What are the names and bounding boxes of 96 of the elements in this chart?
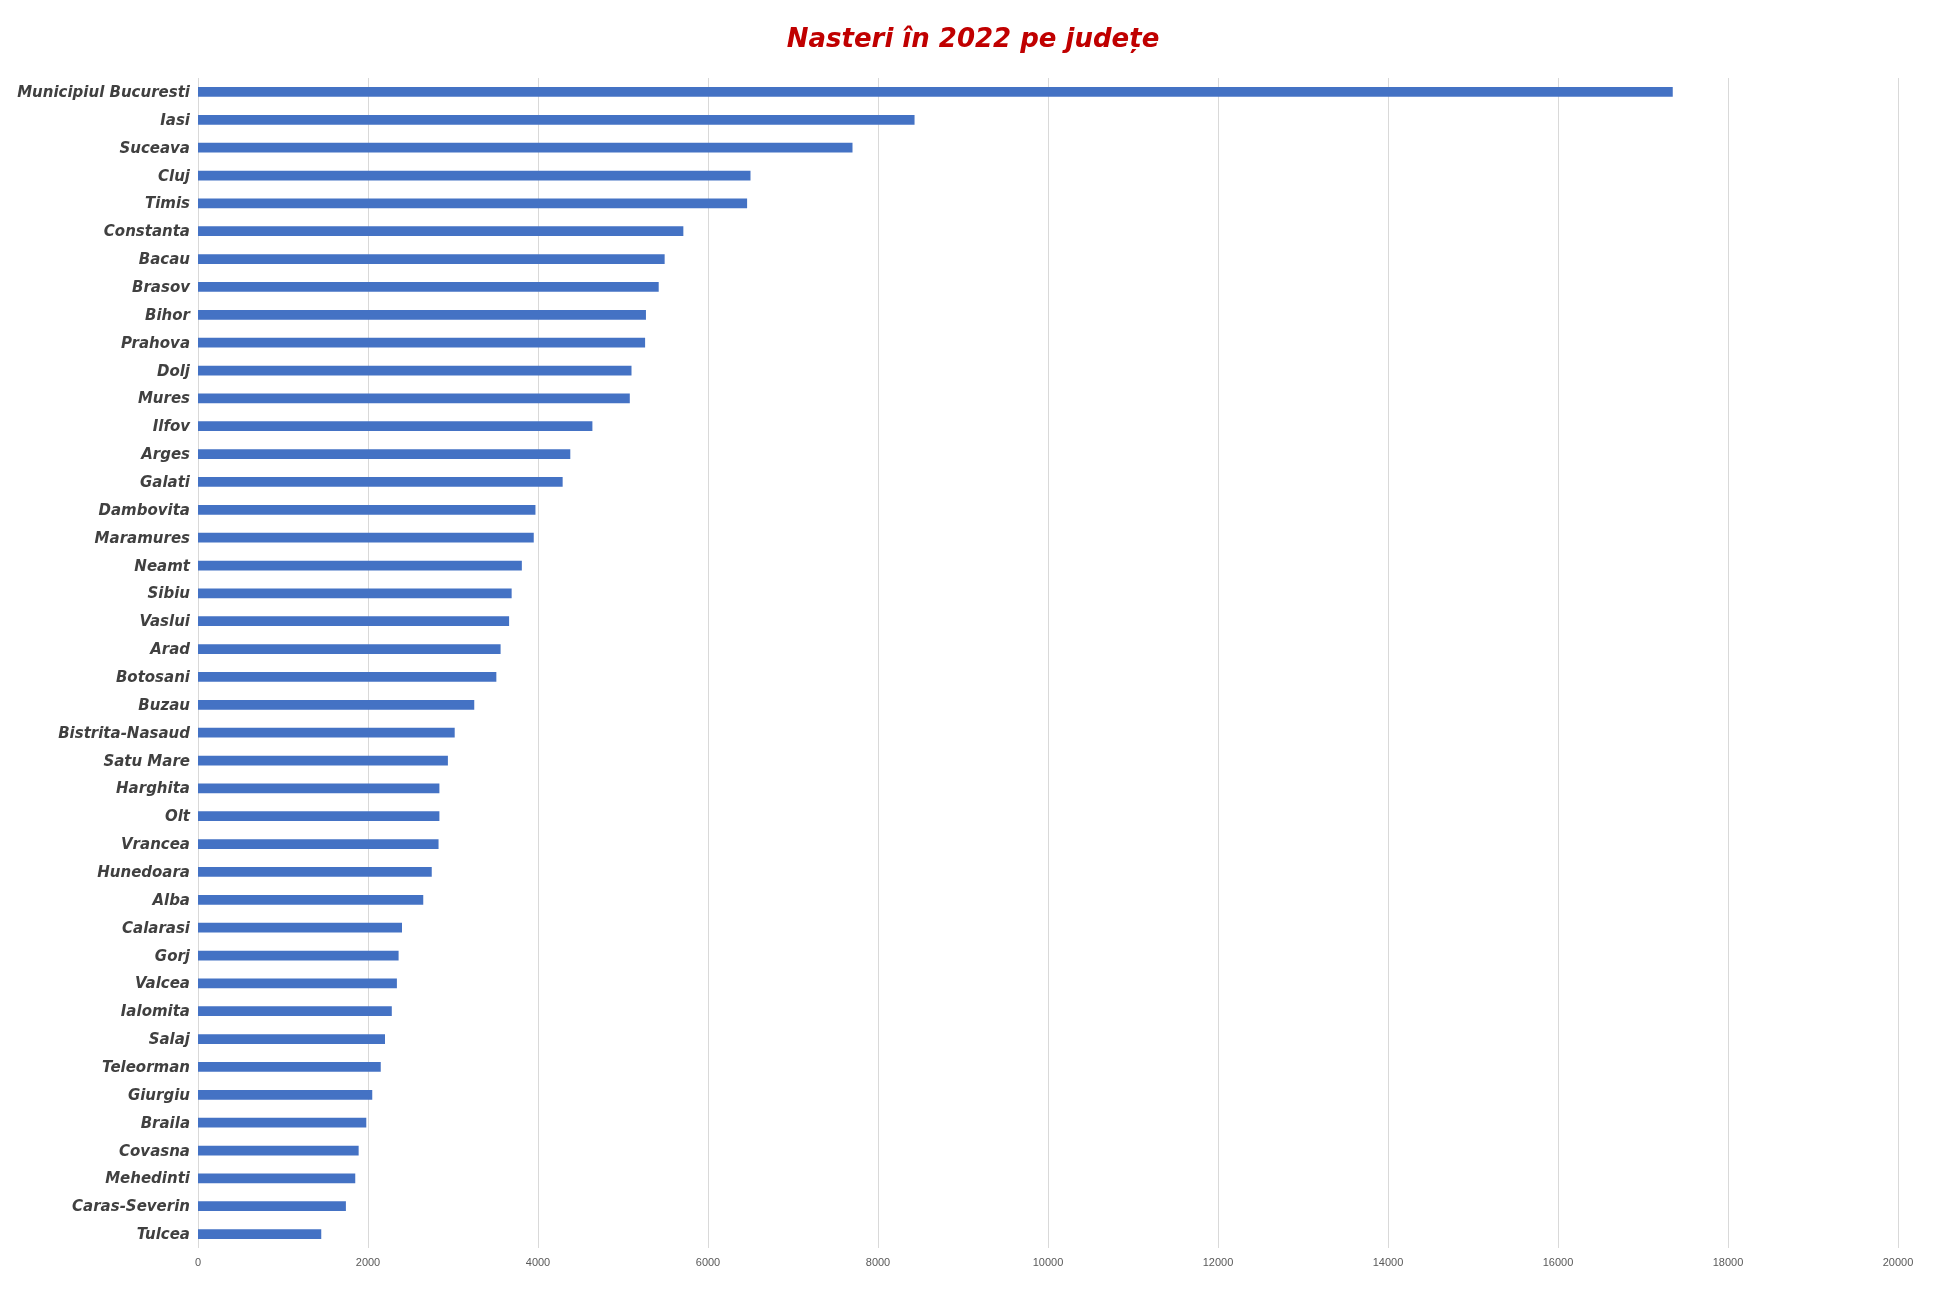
bar — [198, 532, 534, 543]
bar — [198, 672, 497, 682]
bar — [198, 170, 751, 181]
y-tick-label: Timis — [144, 194, 191, 213]
y-tick-label: Calarasi — [122, 918, 191, 937]
bar — [198, 1173, 356, 1184]
bar — [198, 254, 665, 264]
bar — [198, 365, 632, 376]
y-tick-label: Giurgiu — [127, 1085, 191, 1104]
y-tick-label: Botosani — [115, 667, 191, 686]
x-tick-label: 16000 — [1542, 1255, 1574, 1268]
bar — [198, 1117, 367, 1128]
y-tick-label: Dolj — [156, 361, 191, 380]
bar — [198, 783, 440, 794]
bar — [198, 727, 455, 738]
y-tick-label: Salaj — [148, 1030, 191, 1049]
y-tick-label: Mehedinti — [105, 1169, 191, 1188]
x-tick-label: 14000 — [1372, 1255, 1404, 1268]
y-tick-label: Vrancea — [121, 835, 190, 854]
y-tick-label: Iasi — [160, 110, 191, 129]
x-tick-label: 4000 — [525, 1255, 551, 1268]
bar — [198, 644, 501, 654]
y-tick-label: Municipiul Bucuresti — [17, 82, 191, 101]
y-tick-label: Bihor — [145, 305, 192, 324]
bar — [198, 978, 397, 989]
bar — [198, 867, 432, 877]
y-tick-label: Sibiu — [147, 584, 191, 603]
bar — [198, 309, 646, 320]
chart-title: Nasteri în 2022 pe județe — [786, 23, 1160, 53]
x-tick-label: 18000 — [1712, 1255, 1744, 1268]
bar — [198, 393, 630, 404]
bar — [198, 477, 563, 487]
y-tick-label: Galati — [139, 472, 191, 491]
bar — [198, 1062, 381, 1072]
y-tick-label: Ilfov — [152, 417, 192, 436]
bar — [198, 839, 439, 849]
y-tick-label: Maramures — [94, 528, 191, 547]
bar — [198, 616, 510, 627]
y-tick-label: Cluj — [158, 166, 191, 185]
bar — [198, 1089, 373, 1100]
y-tick-label: Buzau — [138, 695, 191, 714]
bar — [198, 1006, 392, 1017]
bar — [198, 922, 402, 933]
bar — [198, 755, 448, 766]
bar — [198, 1034, 385, 1044]
y-tick-label: Mures — [137, 389, 191, 408]
bar — [198, 950, 399, 961]
y-tick-label: Arad — [149, 640, 191, 659]
y-tick-label: Valcea — [135, 974, 190, 993]
y-tick-label: Braila — [140, 1113, 190, 1132]
bar — [198, 1201, 346, 1212]
y-tick-label: Constanta — [103, 222, 190, 241]
y-tick-label: Dambovita — [98, 500, 190, 519]
y-tick-label: Tulcea — [136, 1225, 190, 1244]
y-tick-label: Neamt — [134, 556, 191, 575]
bar — [198, 114, 915, 125]
y-tick-label: Vaslui — [139, 612, 191, 631]
x-tick-label: 6000 — [695, 1255, 721, 1268]
y-tick-label: Brasov — [132, 277, 192, 296]
y-tick-label: Covasna — [119, 1141, 190, 1160]
x-tick-label: 0 — [194, 1255, 202, 1268]
y-tick-label: Olt — [164, 807, 191, 826]
y-tick-label: Teleorman — [102, 1057, 190, 1076]
bar — [198, 337, 646, 348]
x-tick-label: 2000 — [355, 1255, 381, 1268]
bar — [198, 87, 1673, 97]
y-tick-label: Arges — [140, 445, 191, 464]
bar — [198, 449, 571, 459]
y-tick-label: Gorj — [154, 946, 191, 965]
x-tick-label: 8000 — [865, 1255, 891, 1268]
bar — [198, 588, 512, 599]
bar — [198, 421, 593, 432]
bar — [198, 226, 684, 237]
y-tick-label: Prahova — [121, 333, 190, 352]
bar — [198, 560, 522, 571]
y-tick-label: Hunedoara — [97, 862, 190, 881]
bar — [198, 198, 748, 209]
x-tick-label: 20000 — [1882, 1255, 1914, 1268]
y-tick-label: Caras-Severin — [72, 1197, 190, 1216]
bar — [198, 1229, 322, 1239]
bar — [198, 1145, 359, 1156]
x-tick-label: 12000 — [1202, 1255, 1234, 1268]
y-tick-label: Harghita — [116, 779, 190, 798]
x-tick-label: 10000 — [1032, 1255, 1064, 1268]
y-tick-label: Suceava — [119, 138, 190, 157]
bar — [198, 811, 440, 822]
y-tick-label: Bacau — [138, 250, 191, 269]
y-tick-label: Bistrita-Nasaud — [58, 723, 191, 742]
y-tick-label: Satu Mare — [103, 751, 190, 770]
bar — [198, 699, 475, 710]
bar — [198, 504, 536, 515]
bar — [198, 894, 424, 905]
y-tick-label: Alba — [151, 890, 190, 909]
bar — [198, 282, 659, 292]
y-tick-label: Ialomita — [120, 1002, 190, 1021]
bar — [198, 142, 853, 153]
